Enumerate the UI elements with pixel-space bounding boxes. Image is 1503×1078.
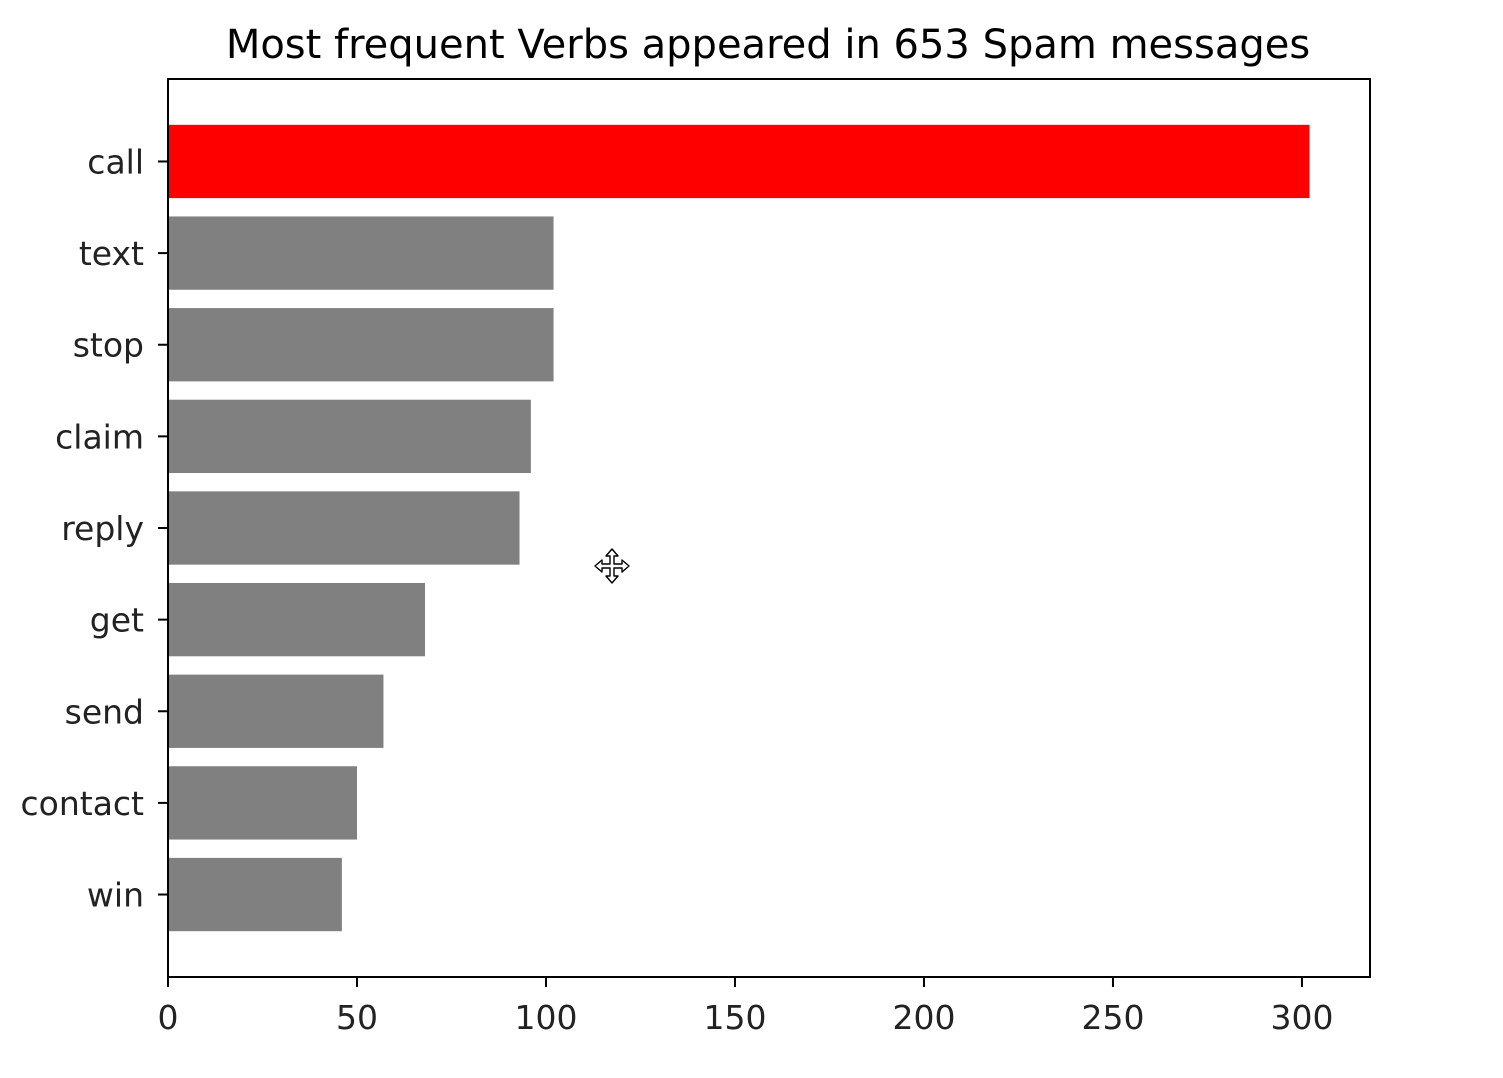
x-tick-label: 100: [514, 998, 577, 1037]
y-tick-label: call: [87, 142, 144, 181]
y-tick-label: text: [79, 234, 144, 273]
move-cursor-icon: [594, 548, 630, 584]
y-tick-label: contact: [21, 784, 145, 823]
x-tick-label: 150: [703, 998, 766, 1037]
bar-contact: [168, 766, 357, 840]
chart-title: Most frequent Verbs appeared in 653 Spam…: [226, 22, 1310, 68]
bar-claim: [168, 399, 531, 474]
bar-reply: [168, 491, 520, 565]
bar-win: [168, 857, 342, 932]
bar-send: [168, 674, 384, 748]
x-tick-label: 300: [1270, 998, 1333, 1037]
x-ticks-layer: 0 50 100 150 200 250 300: [158, 977, 1333, 1037]
bar-call: [168, 124, 1310, 199]
x-tick-label: 50: [336, 998, 378, 1037]
bar-get: [168, 582, 426, 657]
plot-frame: [167, 78, 1371, 978]
y-tick-label: get: [90, 601, 144, 640]
x-tick-label: 250: [1081, 998, 1144, 1037]
x-tick-label: 0: [158, 998, 179, 1037]
y-tick-label: reply: [61, 509, 144, 548]
y-tick-label: win: [87, 876, 144, 915]
y-tick-label: stop: [73, 326, 144, 365]
y-tick-label: send: [65, 692, 144, 731]
bar-stop: [168, 308, 554, 382]
y-ticks-layer: call text stop claim reply get send contact win: [21, 142, 168, 915]
y-tick-label: claim: [55, 417, 144, 456]
x-tick-label: 200: [892, 998, 955, 1037]
bar-text: [168, 216, 554, 290]
bars-layer: [168, 124, 1310, 932]
